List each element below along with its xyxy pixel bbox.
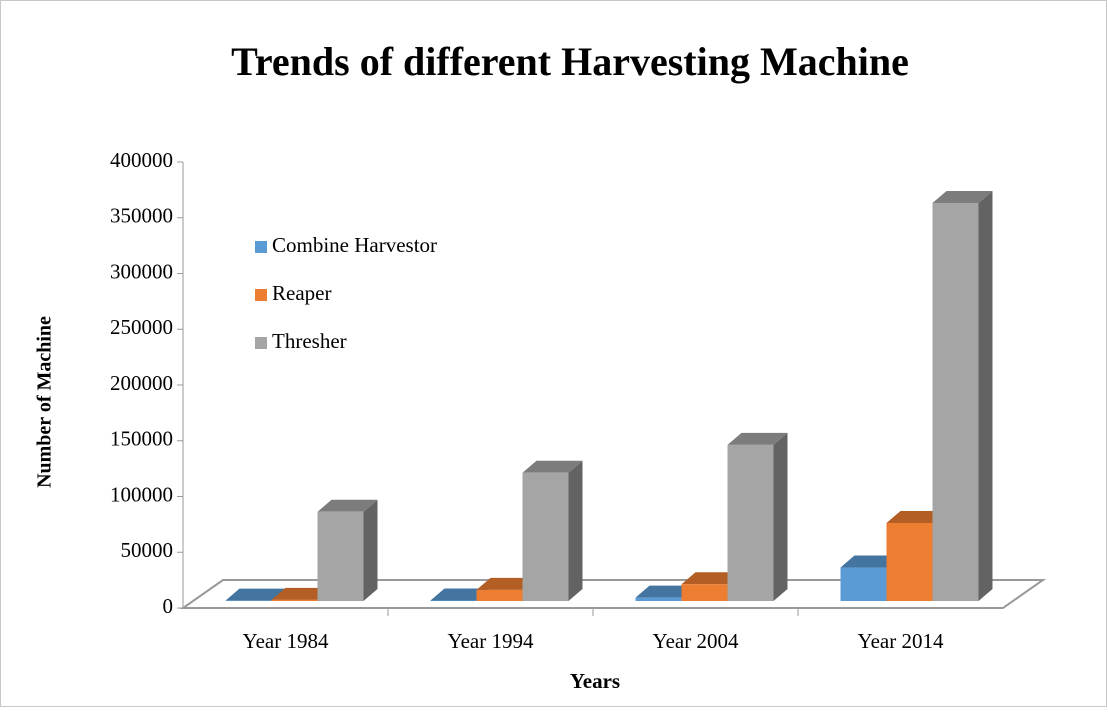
bar-side	[979, 191, 993, 601]
legend-label: Thresher	[272, 329, 347, 353]
legend-swatch	[255, 289, 267, 301]
bar-front	[318, 512, 364, 601]
y-tick-label: 50000	[121, 538, 174, 562]
x-tick-label: Year 2014	[858, 629, 944, 653]
legend-swatch	[255, 337, 267, 349]
bar-side	[774, 433, 788, 601]
x-tick-label: Year 1984	[243, 629, 329, 653]
bar-front	[636, 598, 682, 601]
y-tick-label: 400000	[110, 148, 173, 172]
legend-label: Combine Harvestor	[272, 233, 437, 257]
bar-side	[364, 500, 378, 601]
bar	[318, 500, 378, 601]
y-tick-label: 150000	[110, 427, 173, 451]
bar	[728, 433, 788, 601]
y-tick-label: 300000	[110, 259, 173, 283]
y-tick-label: 350000	[110, 204, 173, 228]
bar-front	[431, 600, 477, 601]
bar-front	[523, 473, 569, 601]
bar-side	[569, 461, 583, 601]
bar-front	[682, 584, 728, 601]
legend-swatch	[255, 241, 267, 253]
y-tick-label: 250000	[110, 315, 173, 339]
legend-label: Reaper	[272, 281, 331, 305]
bar-front	[477, 590, 523, 601]
bar-front	[933, 203, 979, 601]
y-tick-label: 0	[163, 594, 174, 618]
bar	[523, 461, 583, 601]
y-tick-label: 200000	[110, 371, 173, 395]
bar-front	[728, 445, 774, 601]
bar-front	[887, 523, 933, 601]
bar	[933, 191, 993, 601]
x-tick-label: Year 2004	[653, 629, 739, 653]
y-axis-label: Number of Machine	[34, 316, 56, 488]
chart-title: Trends of different Harvesting Machine	[231, 39, 909, 84]
x-tick-label: Year 1994	[448, 629, 534, 653]
x-axis-label: Years	[570, 669, 620, 693]
bar-front	[841, 568, 887, 601]
bar-front	[272, 600, 318, 601]
y-tick-label: 100000	[110, 482, 173, 506]
